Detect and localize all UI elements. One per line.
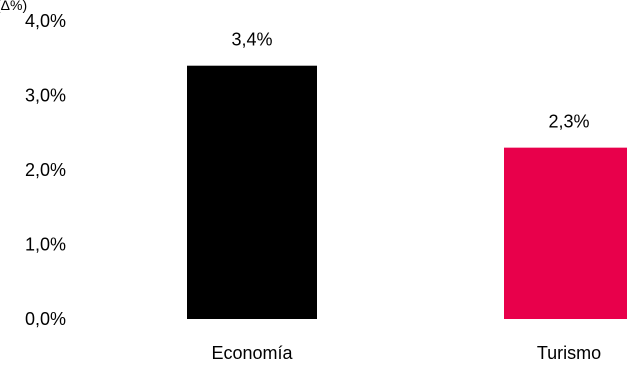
- bars: [187, 65, 627, 319]
- value-labels: 3,4% 2,3%: [231, 30, 589, 132]
- y-tick-label: 2,0%: [25, 160, 66, 180]
- y-tick-label: 0,0%: [25, 309, 66, 329]
- data-label: 2,3%: [548, 112, 589, 132]
- bar-economia: [187, 65, 317, 319]
- data-label: 3,4%: [231, 30, 272, 50]
- unit-label: (Δ%): [0, 0, 27, 13]
- category-label: Turismo: [537, 343, 601, 363]
- y-tick-label: 4,0%: [25, 11, 66, 31]
- y-tick-label: 1,0%: [25, 235, 66, 255]
- category-label: Economía: [211, 343, 293, 363]
- y-tick-label: 3,0%: [25, 86, 66, 106]
- category-labels: Economía Turismo: [211, 343, 601, 363]
- bar-turismo: [504, 147, 627, 319]
- y-axis-ticks: 0,0% 1,0% 2,0% 3,0% 4,0%: [25, 11, 66, 329]
